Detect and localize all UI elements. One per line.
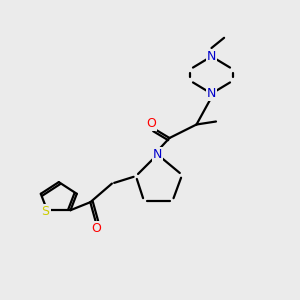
Text: N: N bbox=[207, 50, 216, 63]
Text: S: S bbox=[42, 205, 50, 218]
Text: N: N bbox=[207, 87, 216, 100]
Text: O: O bbox=[146, 117, 156, 130]
Text: N: N bbox=[153, 148, 162, 161]
Text: O: O bbox=[91, 222, 100, 235]
